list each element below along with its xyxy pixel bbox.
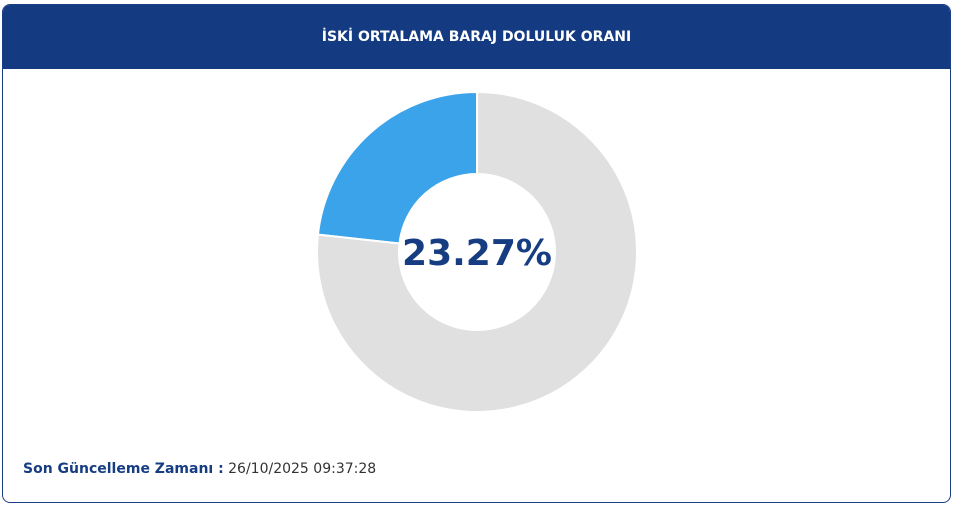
card: İSKİ ORTALAMA BARAJ DOLULUK ORANI 23.27%… <box>2 4 951 503</box>
card-title: İSKİ ORTALAMA BARAJ DOLULUK ORANI <box>3 5 950 69</box>
chart: 23.27% <box>316 90 638 413</box>
footer-value: 26/10/2025 09:37:28 <box>228 461 377 477</box>
donut-segment <box>316 90 638 413</box>
footer-label: Son Güncelleme Zamanı : <box>23 461 224 477</box>
center-value-label: 23.27% <box>402 233 552 274</box>
footer: Son Güncelleme Zamanı : 26/10/2025 09:37… <box>23 461 376 477</box>
donut-segment <box>316 90 478 245</box>
